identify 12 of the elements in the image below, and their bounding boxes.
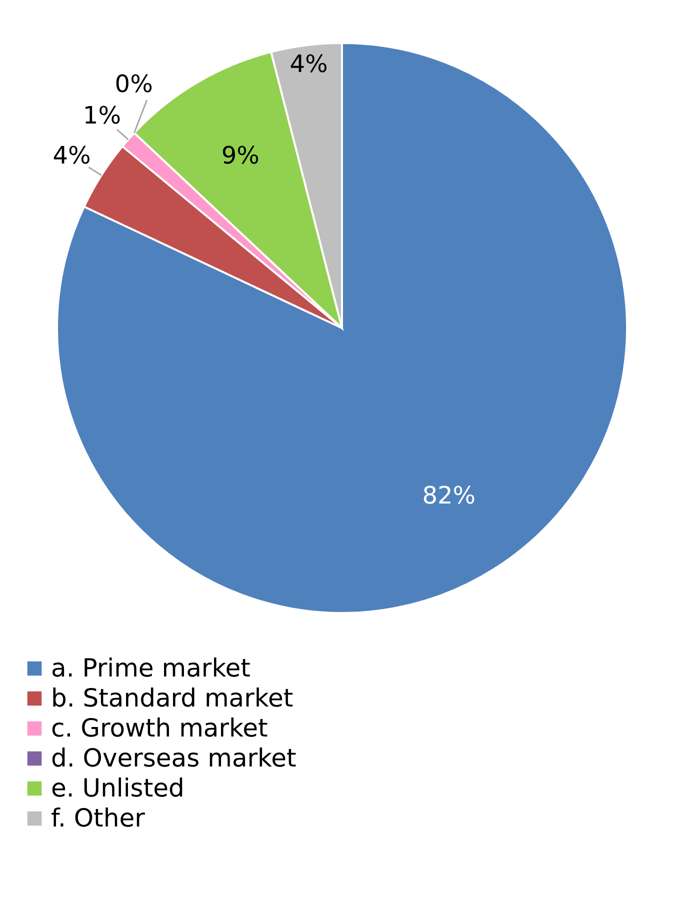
- legend-label: a. Prime market: [51, 654, 251, 682]
- legend-label: d. Overseas market: [51, 744, 297, 772]
- data-label: 4%: [290, 50, 328, 78]
- data-label: 4%: [52, 142, 91, 170]
- data-label: 1%: [82, 101, 122, 130]
- data-label: 9%: [221, 141, 260, 170]
- legend-label: c. Growth market: [51, 714, 268, 742]
- data-label: 82%: [422, 481, 476, 510]
- legend-label: b. Standard market: [51, 684, 294, 712]
- text: 0%: [114, 70, 153, 98]
- legend-label: f. Other: [51, 804, 146, 832]
- legend-label: e. Unlisted: [51, 774, 184, 802]
